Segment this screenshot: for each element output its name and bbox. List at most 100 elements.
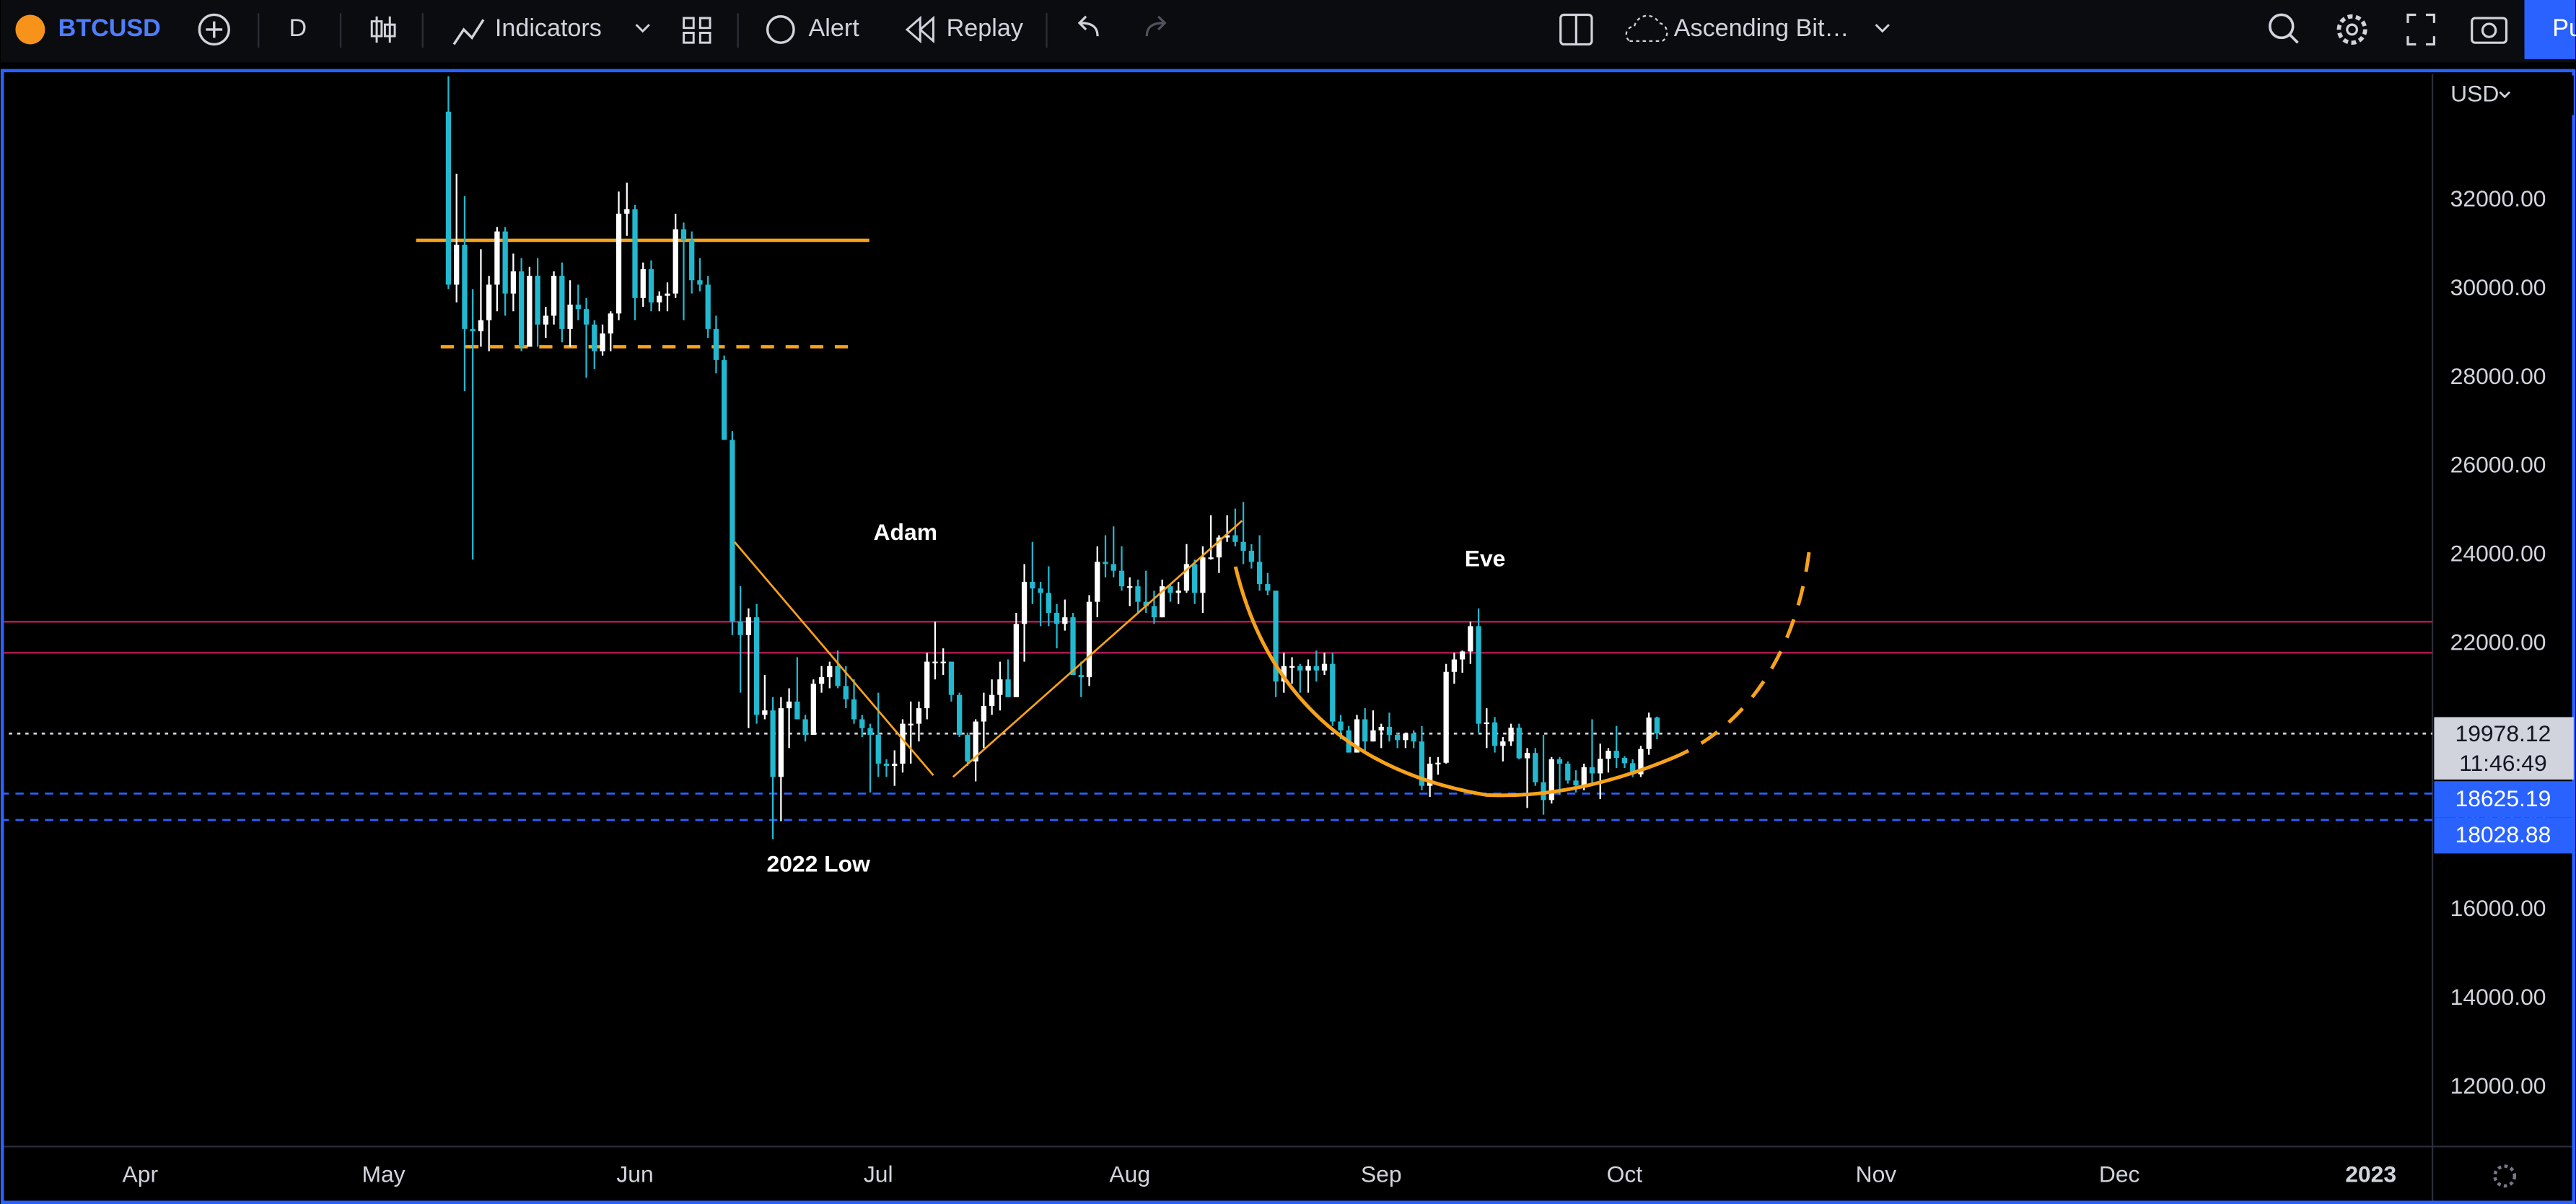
candle-body <box>867 728 873 735</box>
candle-body <box>1443 671 1449 763</box>
indicators-button[interactable]: Indicators <box>495 14 602 42</box>
layout-name[interactable]: Ascending Bit… <box>1674 14 1849 42</box>
candle-body <box>1167 586 1173 593</box>
chevron[interactable] <box>2499 91 2510 99</box>
candle-body <box>1395 734 1401 741</box>
undo-icon[interactable] <box>1077 15 1099 37</box>
candle-body <box>1370 730 1376 742</box>
candle-body <box>567 305 573 329</box>
candle-body <box>883 763 890 767</box>
interval[interactable]: D <box>289 14 307 42</box>
fullscreen-icon[interactable] <box>2406 13 2435 46</box>
indicators-icon[interactable] <box>452 19 485 45</box>
y-tick-label: 30000.00 <box>2450 274 2546 300</box>
candle-body <box>1038 588 1043 593</box>
candle-body <box>892 763 898 767</box>
candle-body <box>1500 741 1506 746</box>
replay-button[interactable]: Replay <box>947 14 1023 42</box>
candle-body <box>827 666 833 678</box>
candle-body <box>592 324 597 352</box>
alert-icon[interactable] <box>766 15 795 44</box>
candle-body <box>1030 582 1035 589</box>
candle-body <box>1281 666 1287 682</box>
x-tick-label: May <box>362 1161 405 1187</box>
settings-icon[interactable] <box>2336 14 2367 45</box>
candle-body <box>1224 535 1230 538</box>
candle-body <box>1565 763 1571 781</box>
candle-body <box>648 269 654 302</box>
candle-body <box>745 617 752 635</box>
candle-body <box>1183 564 1190 591</box>
trend-line[interactable] <box>734 541 934 776</box>
chart-frame <box>0 69 2576 1204</box>
candle-body <box>713 328 719 360</box>
chart-type-icon[interactable] <box>370 16 396 43</box>
y-tick-label: 14000.00 <box>2450 984 2546 1010</box>
candle-body <box>981 706 987 722</box>
y-tick-label: 28000.00 <box>2450 363 2546 389</box>
candle-body <box>1297 666 1303 671</box>
trend-line[interactable] <box>952 520 1243 778</box>
candle-body <box>1330 663 1336 722</box>
candle-body <box>1556 759 1563 764</box>
publish-label[interactable]: Pu <box>2552 14 2576 42</box>
candle-body <box>705 284 711 329</box>
axis-settings-icon[interactable] <box>2493 1164 2517 1188</box>
add-symbol-icon[interactable] <box>198 13 230 46</box>
price-label-bg <box>2434 817 2574 854</box>
settings-hub <box>2346 23 2358 36</box>
candle-body <box>608 313 613 333</box>
candle-body <box>1046 593 1051 614</box>
candle-body <box>624 209 630 214</box>
arc-projection[interactable] <box>1670 541 1813 761</box>
candle-body <box>583 309 590 325</box>
redo-icon[interactable] <box>1145 15 1167 37</box>
candle-body <box>1265 584 1271 591</box>
candle-body <box>1476 626 1481 724</box>
candle-body <box>843 686 849 699</box>
candle-body <box>794 701 800 720</box>
candle-body <box>478 320 484 331</box>
symbol[interactable]: BTCUSD <box>58 14 161 42</box>
candle-body <box>1095 562 1100 602</box>
candle-body <box>1378 726 1384 730</box>
candle-body <box>1630 763 1636 775</box>
currency-bg <box>2435 75 2574 115</box>
candle-body <box>518 271 525 347</box>
x-tick-label: Apr <box>123 1161 159 1187</box>
candle-body <box>486 284 492 320</box>
candle-body <box>1078 675 1084 678</box>
lens <box>2481 22 2497 38</box>
candle-body <box>535 276 540 325</box>
search-icon[interactable] <box>2268 13 2295 40</box>
candle-body <box>527 276 533 347</box>
templates-icon[interactable] <box>683 17 711 44</box>
candle-body <box>1589 767 1595 774</box>
arc[interactable] <box>1233 566 1672 798</box>
drawings <box>734 520 1813 798</box>
candle-body <box>1005 679 1011 697</box>
candle-body <box>1484 722 1489 725</box>
price-label: 18625.19 <box>2455 785 2551 811</box>
x-tick-label: Dec <box>2099 1161 2140 1187</box>
alert-button[interactable]: Alert <box>809 14 860 42</box>
candle-body <box>1216 537 1222 558</box>
candle-body <box>551 276 557 316</box>
currency[interactable]: USD <box>2450 80 2499 106</box>
btc-icon <box>15 14 45 45</box>
candle-body <box>445 111 452 285</box>
chevron[interactable] <box>635 24 650 33</box>
candle-body <box>1110 564 1116 571</box>
candles <box>445 76 1660 839</box>
y-tick-label: 32000.00 <box>2450 186 2546 211</box>
candle-body <box>1070 617 1076 676</box>
x-tick-label: 2023 <box>2345 1161 2396 1187</box>
publish-button[interactable] <box>2524 0 2576 59</box>
chevron[interactable] <box>1875 24 1890 33</box>
snapshot-icon[interactable] <box>2471 17 2508 44</box>
annotation: Eve <box>1465 545 1506 571</box>
candle-body <box>1321 663 1328 671</box>
replay-icon[interactable] <box>905 15 934 44</box>
candle-body <box>1491 722 1498 746</box>
